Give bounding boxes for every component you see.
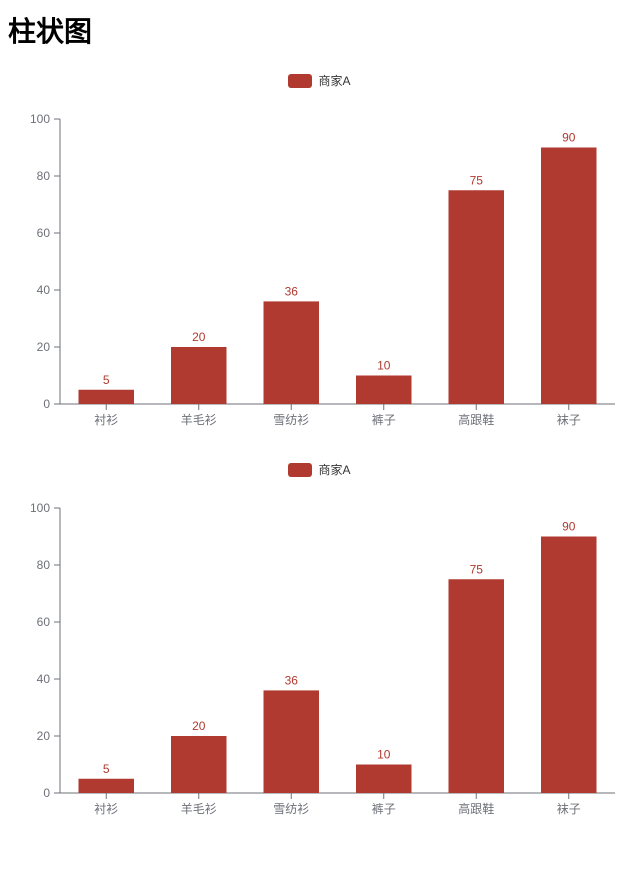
chart-plot: 0 20 40 60 80 100 5 衬衫 20 羊毛衫 36 雪纺衫 10 裤子 75 高跟鞋 90 袜子: [5, 488, 635, 828]
legend-swatch: [288, 74, 312, 88]
bar-value-label: 10: [377, 359, 391, 373]
bar[interactable]: [171, 347, 227, 404]
y-tick-label: 40: [36, 283, 50, 297]
bar[interactable]: [448, 190, 504, 404]
x-tick-label: 衬衫: [94, 413, 118, 427]
legend-label: 商家A: [318, 72, 350, 89]
page-title: 柱状图: [8, 10, 639, 50]
y-tick-label: 60: [36, 615, 50, 629]
x-tick-label: 袜子: [556, 802, 580, 816]
x-tick-label: 羊毛衫: [180, 801, 216, 816]
bar-value-label: 36: [284, 284, 298, 298]
x-tick-label: 雪纺衫: [273, 802, 309, 816]
bar[interactable]: [356, 765, 412, 794]
x-tick-label: 裤子: [371, 413, 395, 427]
bar[interactable]: [171, 736, 227, 793]
x-tick-label: 高跟鞋: [458, 412, 494, 427]
y-tick-label: 80: [36, 558, 50, 572]
x-tick-label: 雪纺衫: [273, 413, 309, 427]
y-tick-label: 80: [36, 169, 50, 183]
y-tick-label: 20: [36, 729, 50, 743]
bar-chart: 商家A 0 20 40 60 80 100 5 衬衫 20 羊毛衫 36 雪纺衫 10 裤子 75 高跟鞋 90 袜…: [0, 72, 639, 439]
bar-value-label: 75: [469, 562, 483, 576]
bar[interactable]: [263, 301, 319, 404]
x-tick-label: 裤子: [371, 802, 395, 816]
bar-value-label: 5: [102, 373, 109, 387]
y-tick-label: 0: [43, 397, 50, 411]
bar-value-label: 5: [102, 762, 109, 776]
x-tick-label: 衬衫: [94, 802, 118, 816]
chart-plot: 0 20 40 60 80 100 5 衬衫 20 羊毛衫 36 雪纺衫 10 裤子 75 高跟鞋 90 袜子: [5, 99, 635, 439]
x-tick-label: 羊毛衫: [180, 412, 216, 427]
chart-legend[interactable]: 商家A: [0, 461, 639, 478]
legend-swatch: [288, 463, 312, 477]
bar-value-label: 75: [469, 173, 483, 187]
bar-value-label: 10: [377, 748, 391, 762]
bar-chart: 商家A 0 20 40 60 80 100 5 衬衫 20 羊毛衫 36 雪纺衫 10 裤子 75 高跟鞋 90 袜…: [0, 461, 639, 828]
bar-value-label: 20: [192, 719, 206, 733]
bar[interactable]: [448, 579, 504, 793]
chart-legend[interactable]: 商家A: [0, 72, 639, 89]
bar[interactable]: [541, 148, 597, 405]
y-tick-label: 40: [36, 672, 50, 686]
y-tick-label: 100: [29, 112, 49, 126]
legend-label: 商家A: [318, 461, 350, 478]
bar[interactable]: [541, 537, 597, 794]
charts-container: 商家A0204060801005衬衫20羊毛衫36雪纺衫10裤子75高跟鞋90袜…: [0, 72, 639, 828]
bar-value-label: 20: [192, 330, 206, 344]
bar[interactable]: [78, 779, 134, 793]
bar[interactable]: [78, 390, 134, 404]
bar[interactable]: [356, 376, 412, 405]
bar-value-label: 36: [284, 673, 298, 687]
x-tick-label: 袜子: [556, 413, 580, 427]
x-tick-label: 高跟鞋: [458, 801, 494, 816]
y-tick-label: 60: [36, 226, 50, 240]
bar-value-label: 90: [562, 520, 576, 534]
y-tick-label: 20: [36, 340, 50, 354]
bar-value-label: 90: [562, 131, 576, 145]
y-tick-label: 100: [29, 501, 49, 515]
y-tick-label: 0: [43, 786, 50, 800]
bar[interactable]: [263, 690, 319, 793]
